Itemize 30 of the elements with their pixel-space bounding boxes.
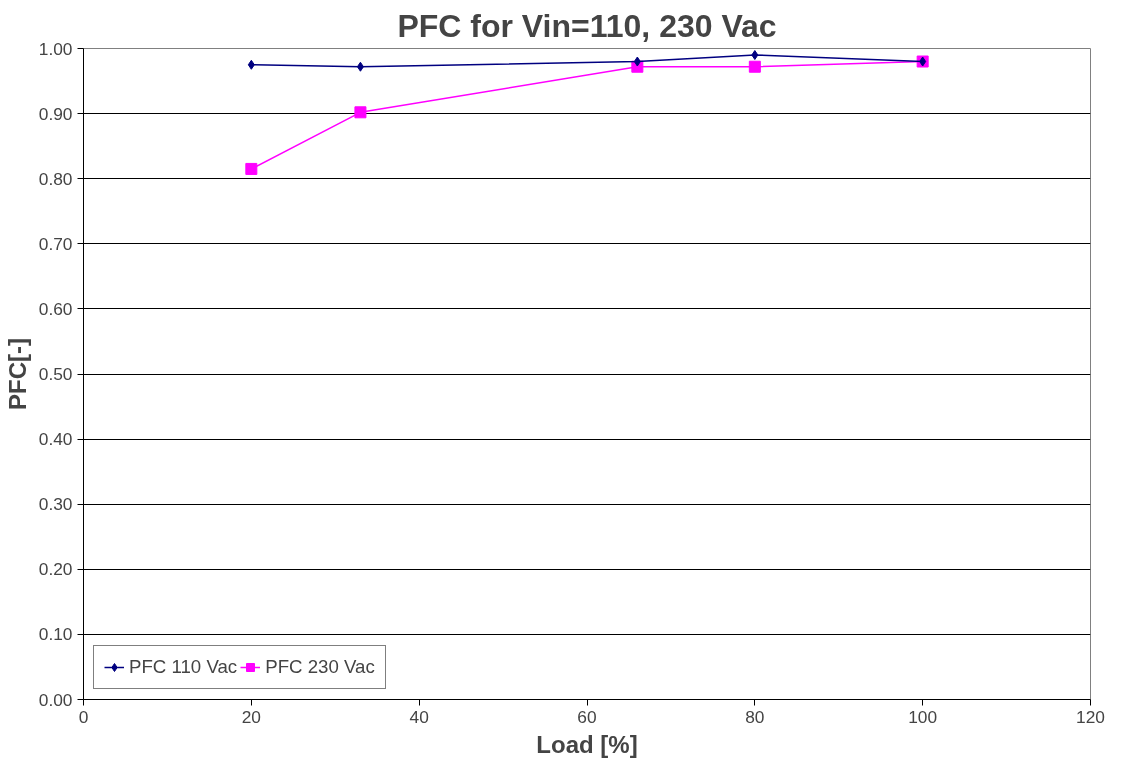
chart-title: PFC for Vin=110, 230 Vac	[397, 7, 777, 44]
y-tick-label: 0.90	[38, 103, 73, 124]
y-tick-label: 0.30	[38, 494, 73, 515]
x-tick-label: 100	[908, 706, 938, 727]
y-axis-title: PFC[-]	[3, 338, 31, 410]
y-tick-label: 0.80	[38, 168, 73, 189]
y-tick-label: 0.50	[38, 364, 73, 384]
y-tick-label: 1.00	[38, 38, 73, 59]
y-tick-label: 0.40	[38, 429, 73, 450]
x-tick-label: 120	[1076, 706, 1105, 727]
point	[748, 60, 761, 73]
y-tick-label: 0.60	[38, 298, 73, 319]
point	[356, 61, 364, 72]
x-tick-label: 0	[78, 706, 89, 727]
point	[245, 162, 258, 175]
legend-label: PFC 230 Vac	[265, 656, 375, 678]
legend-label: PFC 110 Vac	[129, 656, 238, 678]
x-tick-label: 20	[241, 706, 261, 727]
point	[247, 59, 255, 70]
point	[751, 50, 759, 61]
x-axis-title: Load [%]	[536, 730, 638, 758]
x-tick-label: 80	[745, 706, 765, 727]
y-tick-label: 0.10	[38, 624, 73, 645]
y-tick-label: 0.70	[38, 233, 73, 254]
point	[354, 106, 367, 119]
point	[633, 56, 641, 67]
x-tick-label: 40	[409, 706, 429, 727]
y-tick-label: 0.00	[38, 689, 73, 710]
x-tick-label: 60	[577, 706, 597, 727]
y-tick-label: 0.20	[38, 559, 73, 580]
